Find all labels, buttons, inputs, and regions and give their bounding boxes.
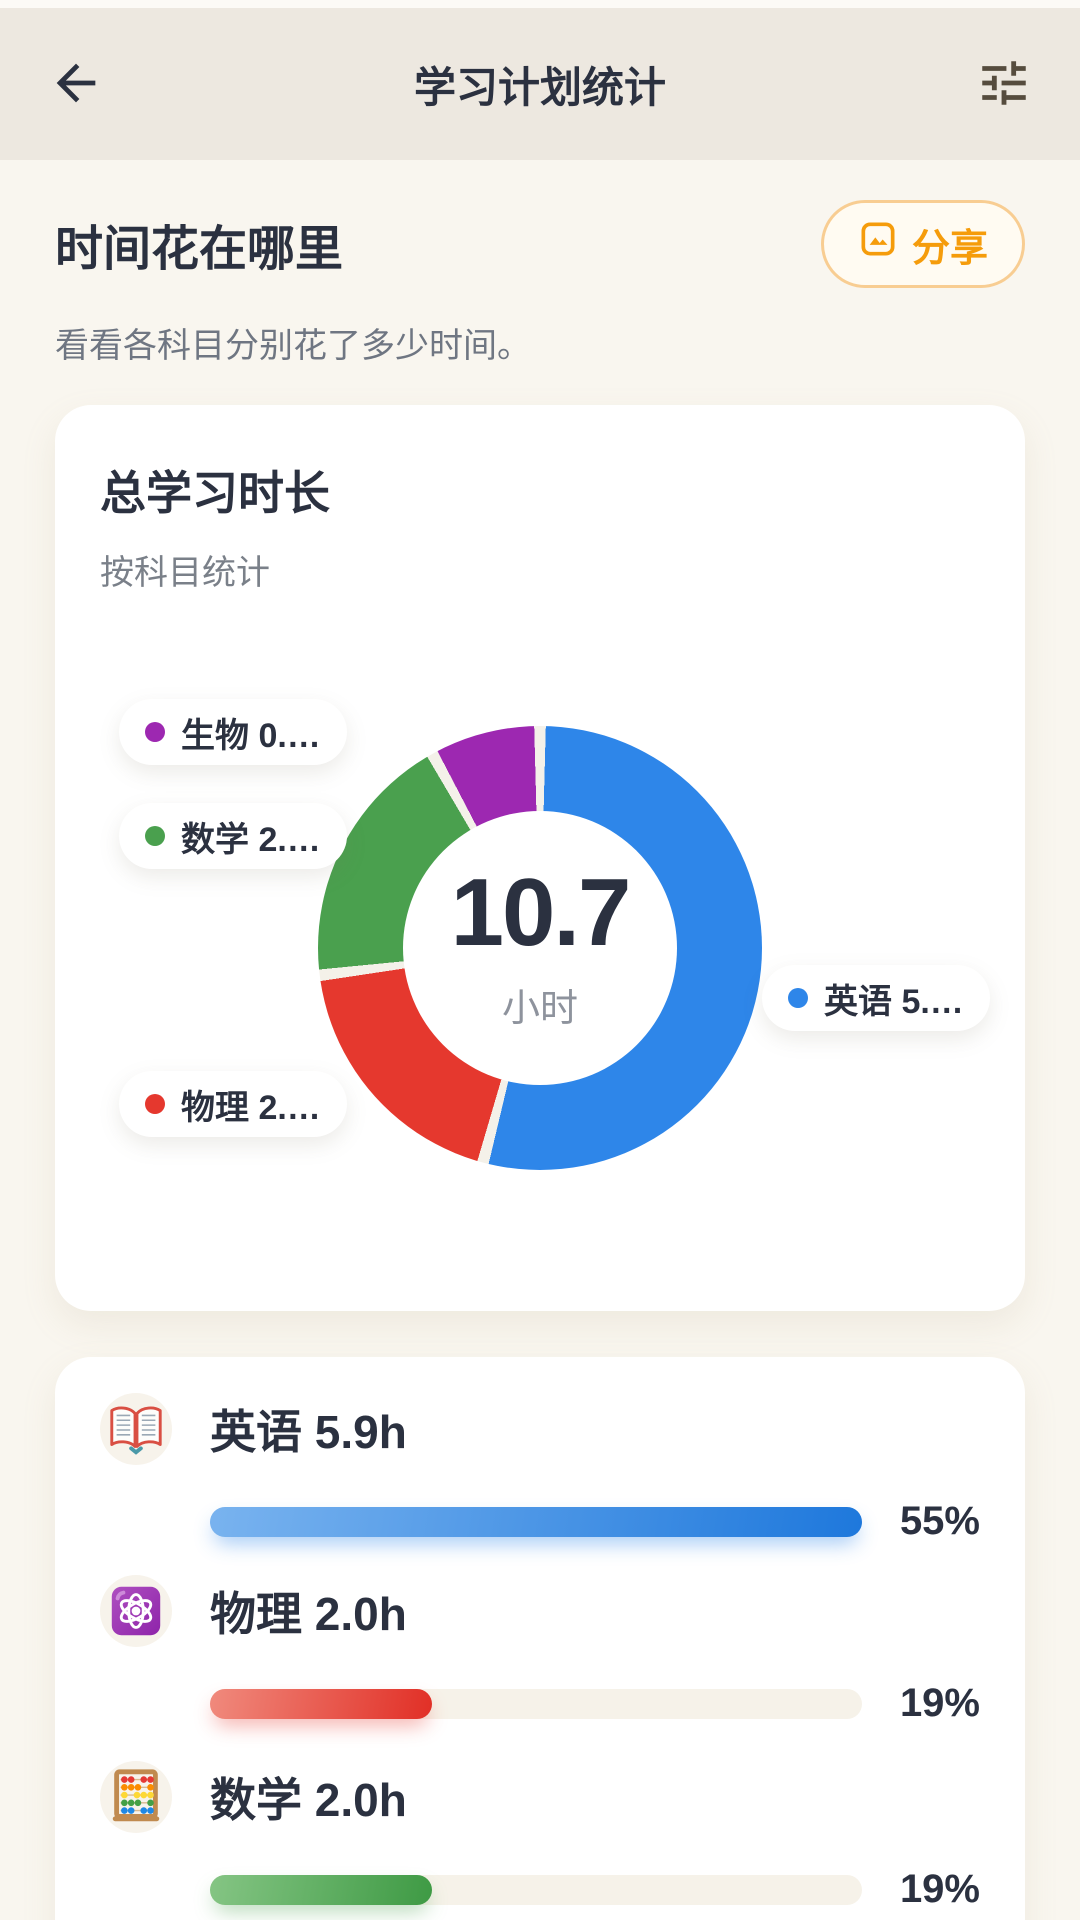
color-dot-icon (145, 826, 165, 846)
legend-pill-math[interactable]: 数学 2.… (119, 803, 347, 869)
arrow-left-icon (47, 54, 105, 115)
app-bar: 学习计划统计 (0, 8, 1080, 160)
section-subtitle: 看看各科目分别花了多少时间。 (55, 327, 531, 365)
legend-label: 物理 2.… (181, 1088, 321, 1127)
study-time-chart-card: 总学习时长 按科目统计 10.7 小时 生物 0.… 数学 2.… 物理 2.…… (55, 405, 1025, 1311)
abacus-icon (100, 1761, 172, 1833)
filter-button[interactable] (972, 52, 1036, 116)
percent-label: 55% (899, 1499, 980, 1543)
subject-title: 物理 2.0h (210, 1588, 407, 1640)
donut-chart[interactable]: 10.7 小时 (318, 726, 762, 1170)
chart-title: 总学习时长 (100, 467, 330, 519)
percent-label: 19% (899, 1681, 980, 1725)
color-dot-icon (788, 988, 808, 1008)
color-dot-icon (145, 722, 165, 742)
subject-title: 数学 2.0h (210, 1774, 407, 1826)
percent-label: 19% (899, 1867, 980, 1911)
legend-pill-english[interactable]: 英语 5.… (762, 965, 990, 1031)
share-image-icon (858, 219, 898, 269)
total-hours-value: 10.7 (450, 858, 632, 966)
page-title: 学习计划统计 (413, 63, 666, 111)
chart-subtitle: 按科目统计 (100, 554, 270, 592)
atom-icon (100, 1575, 172, 1647)
progress-track (210, 1688, 862, 1719)
status-strip (0, 0, 1080, 8)
subject-list-card: 英语 5.9h 55% (55, 1357, 1025, 1920)
color-dot-icon (145, 1094, 165, 1114)
book-icon (100, 1393, 172, 1465)
progress-fill (210, 1688, 432, 1719)
share-button[interactable]: 分享 (820, 200, 1025, 288)
subject-title: 英语 5.9h (210, 1406, 407, 1458)
section-title: 时间花在哪里 (55, 223, 344, 276)
back-button[interactable] (44, 52, 108, 116)
legend-label: 英语 5.… (824, 982, 964, 1021)
subject-row-math: 数学 2.0h 19% (100, 1761, 980, 1912)
subject-row-english: 英语 5.9h 55% (100, 1393, 980, 1544)
subject-row-physics: 物理 2.0h 19% (100, 1575, 980, 1726)
legend-label: 数学 2.… (181, 820, 321, 859)
legend-pill-physics[interactable]: 物理 2.… (119, 1071, 347, 1137)
progress-track (210, 1506, 862, 1537)
legend-pill-biology[interactable]: 生物 0.… (119, 699, 347, 765)
progress-fill (210, 1506, 862, 1537)
share-label: 分享 (911, 227, 988, 270)
progress-fill (210, 1874, 432, 1905)
tune-icon (975, 54, 1033, 115)
legend-label: 生物 0.… (181, 716, 321, 755)
total-hours-unit: 小时 (501, 987, 578, 1030)
donut-center: 10.7 小时 (403, 811, 677, 1085)
progress-track (210, 1874, 862, 1905)
